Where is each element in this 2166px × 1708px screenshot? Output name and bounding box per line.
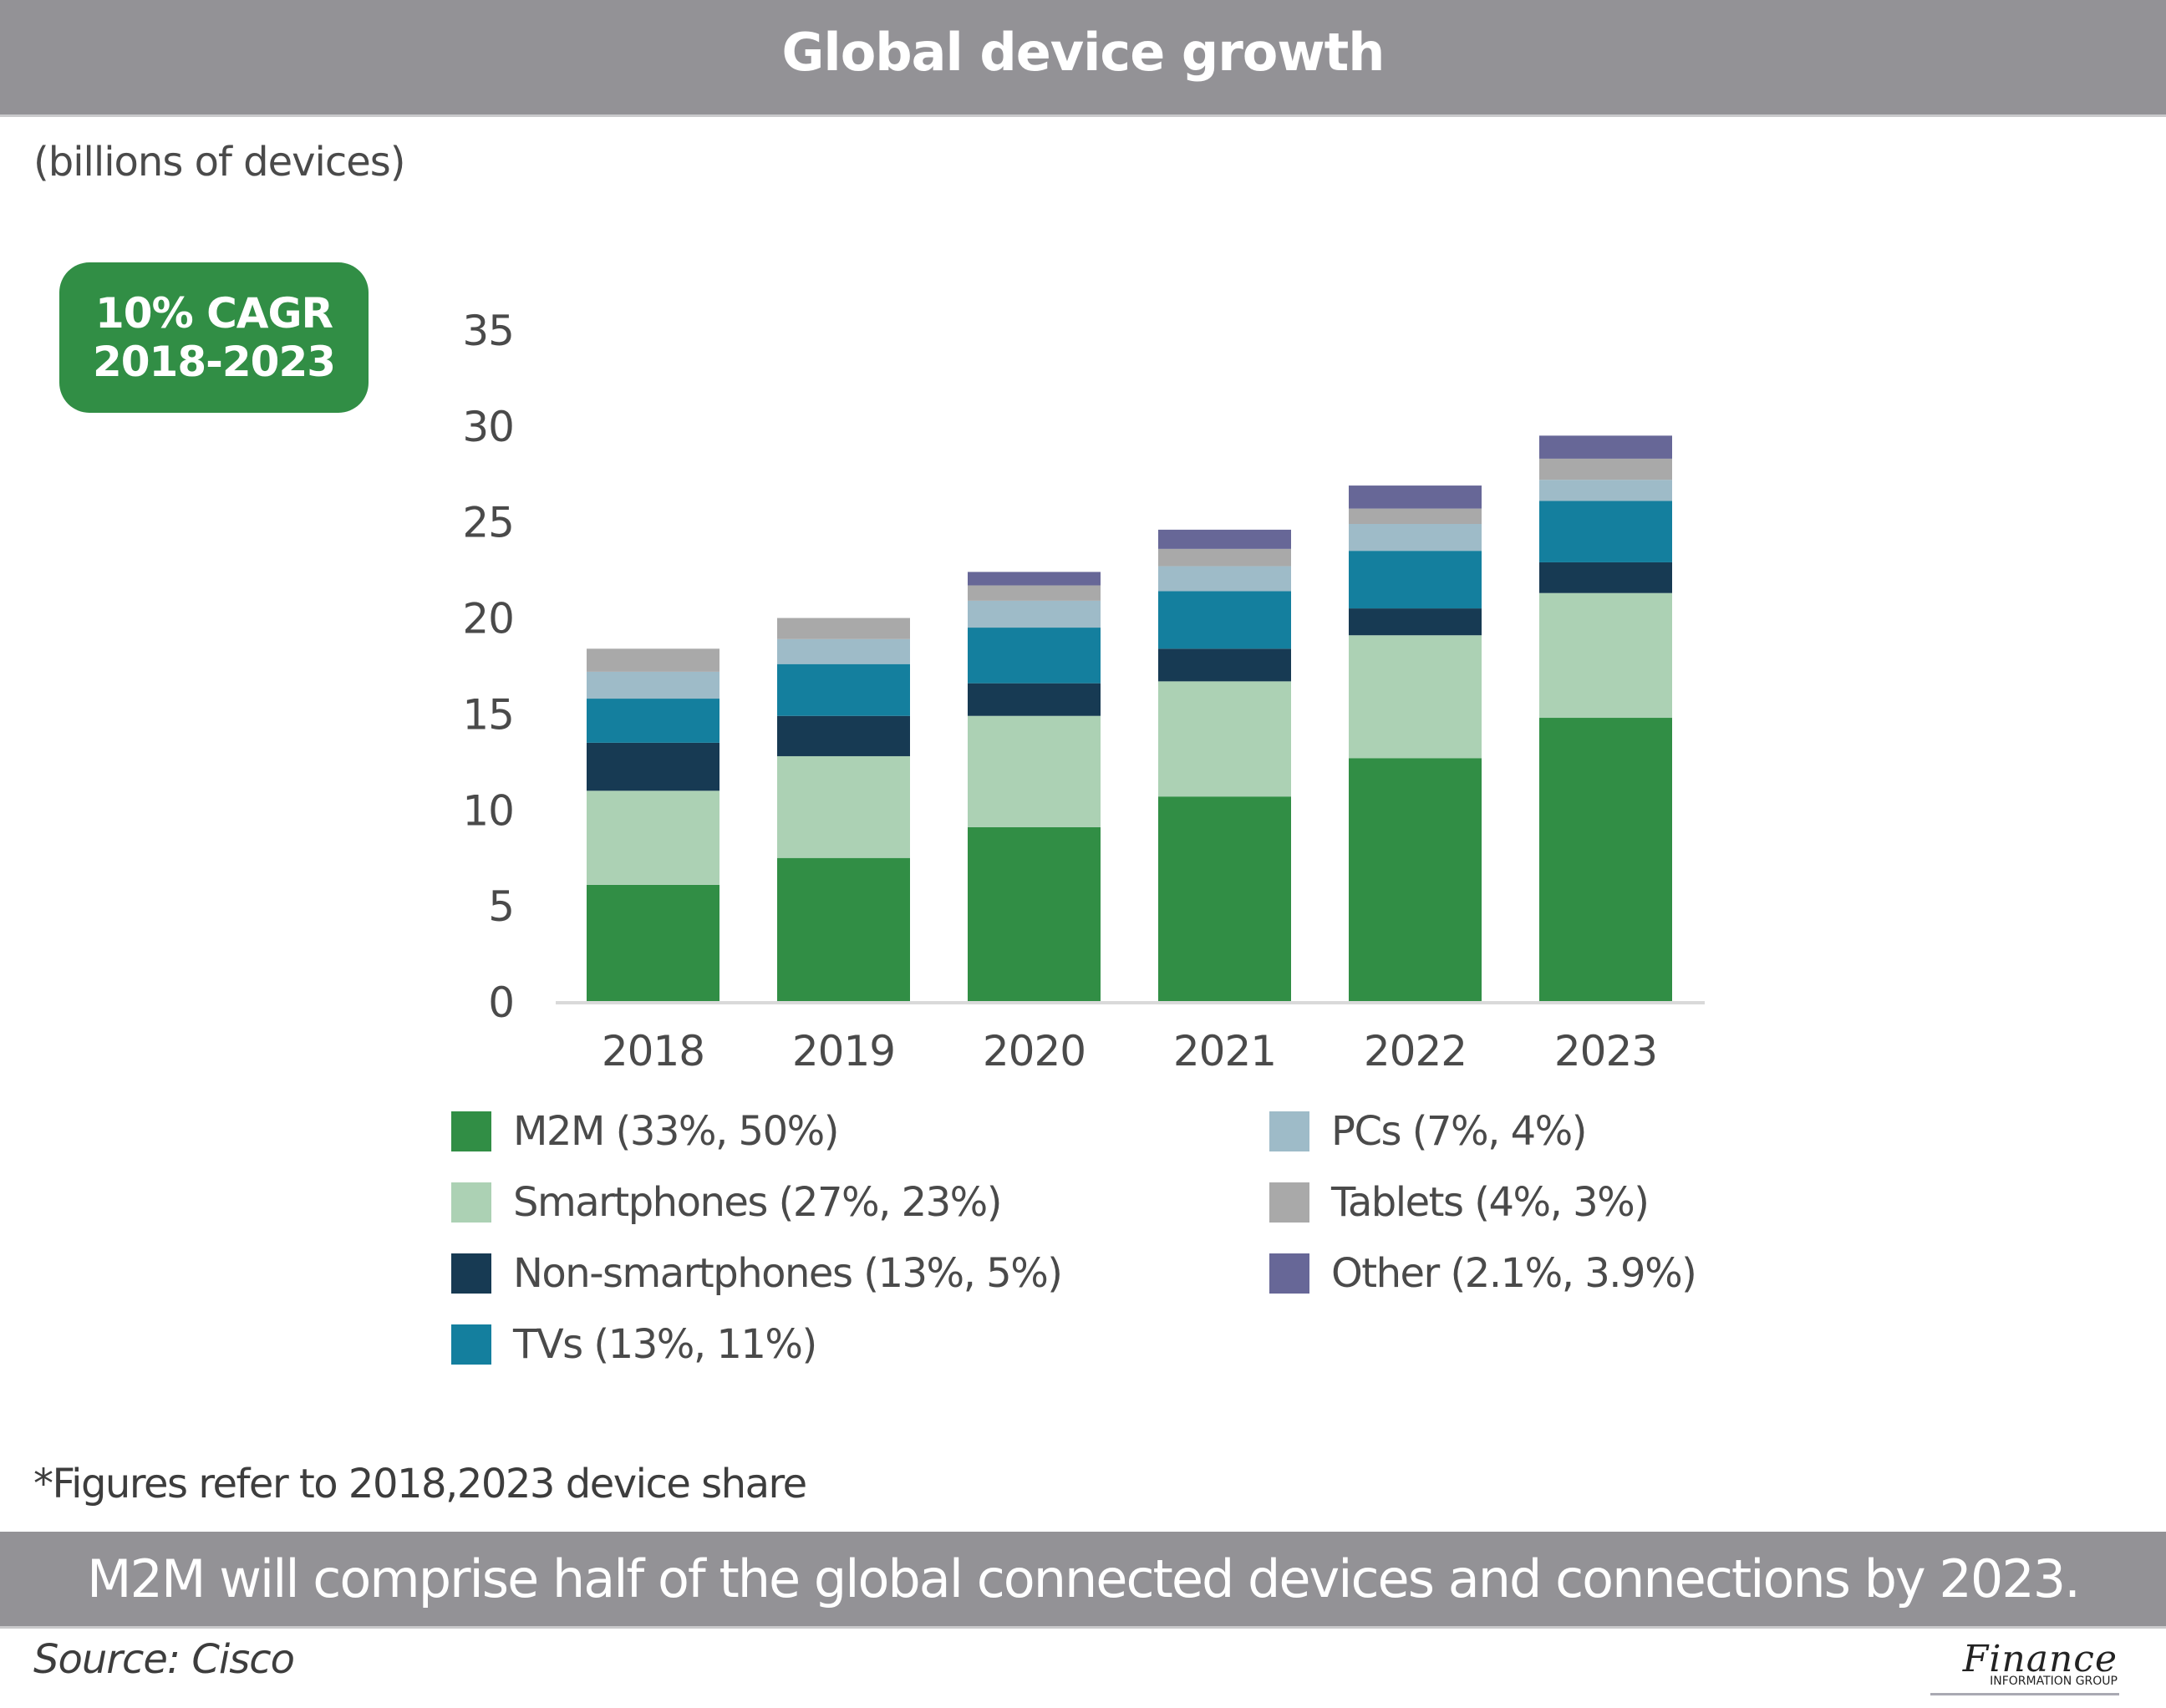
logo-underline [1930, 1693, 2119, 1695]
bar-segment-other-2021 [1158, 529, 1291, 549]
units-label: (billions of devices) [33, 139, 406, 186]
y-tick-label: 15 [462, 690, 514, 739]
bar-segment-tvs-2019 [777, 663, 910, 716]
x-axis-ticks: 2018 2019 2020 2021 2022 2023 [602, 1027, 1658, 1075]
x-tick-label: 2020 [983, 1027, 1086, 1075]
legend-label: Tablets (4%, 3%) [1331, 1179, 1650, 1226]
bar-segment-m2m-2018 [587, 884, 719, 1002]
bar-segment-tablets-2019 [777, 618, 910, 639]
bar-segment-tablets-2018 [587, 648, 719, 672]
bar-segment-m2m-2022 [1349, 758, 1482, 1002]
bar-stack-2023 [1539, 435, 1672, 1002]
bar-segment-pcs-2022 [1349, 524, 1482, 552]
y-tick-label: 35 [462, 307, 514, 355]
legend-item-m2m: M2M (33%, 50%) [451, 1106, 839, 1156]
bar-segment-smartphones-2018 [587, 790, 719, 885]
stacked-bar-chart: 0 5 10 15 20 25 30 35 2018 2019 2020 2021 2022 2023 [462, 307, 1705, 1075]
bar-segment-non-smartphones-2022 [1349, 608, 1482, 636]
chart-title: Global device growth [781, 22, 1386, 83]
legend-item-smartphones: Smartphones (27%, 23%) [451, 1177, 1003, 1228]
bar-segment-non-smartphones-2020 [968, 683, 1101, 716]
bar-segment-non-smartphones-2019 [777, 715, 910, 756]
bar-segment-other-2022 [1349, 485, 1482, 509]
legend-label: Non-smartphones (13%, 5%) [513, 1250, 1063, 1297]
y-axis-ticks: 0 5 10 15 20 25 30 35 [462, 307, 515, 1027]
bar-segment-smartphones-2020 [968, 715, 1101, 827]
y-tick-label: 30 [462, 403, 514, 451]
bar-stack-2022 [1349, 485, 1482, 1002]
bar-segment-pcs-2018 [587, 671, 719, 699]
y-tick-label: 10 [462, 786, 514, 835]
bar-segment-non-smartphones-2023 [1539, 562, 1672, 593]
cagr-badge: 10% CAGR 2018-2023 [59, 262, 369, 413]
legend-item-tablets: Tablets (4%, 3%) [1269, 1177, 1650, 1228]
x-tick-label: 2018 [602, 1027, 704, 1075]
y-tick-label: 0 [488, 979, 514, 1027]
bar-segment-tablets-2020 [968, 585, 1101, 601]
bar-stack-2021 [1158, 529, 1291, 1002]
finance-logo: Finance INFORMATION GROUP [1930, 1638, 2123, 1695]
y-tick-label: 5 [488, 882, 514, 931]
bar-segment-pcs-2021 [1158, 566, 1291, 592]
y-tick-label: 25 [462, 499, 514, 547]
bar-segment-m2m-2023 [1539, 718, 1672, 1002]
bar-segment-other-2023 [1539, 435, 1672, 459]
cagr-badge-line2: 2018-2023 [92, 338, 336, 386]
bar-segment-tvs-2021 [1158, 591, 1291, 649]
legend-item-pcs: PCs (7%, 4%) [1269, 1106, 1588, 1156]
footnote: *Figures refer to 2018,2023 device share [33, 1461, 807, 1507]
bar-segment-tvs-2020 [968, 628, 1101, 684]
legend-label: PCs (7%, 4%) [1331, 1108, 1588, 1155]
x-tick-label: 2022 [1364, 1027, 1467, 1075]
legend-swatch [1269, 1111, 1309, 1151]
bar-segment-tvs-2022 [1349, 551, 1482, 609]
bar-segment-smartphones-2023 [1539, 592, 1672, 719]
bar-segment-other-2020 [968, 572, 1101, 586]
bar-segment-smartphones-2021 [1158, 681, 1291, 797]
logo-subtitle: INFORMATION GROUP [1990, 1675, 2118, 1688]
bar-segment-non-smartphones-2021 [1158, 648, 1291, 682]
footer-headline: M2M will comprise half of the global con… [87, 1548, 2081, 1609]
header-bar: Global device growth [0, 0, 2166, 117]
bar-segment-tablets-2023 [1539, 458, 1672, 480]
bar-stack-2020 [968, 572, 1101, 1002]
x-tick-label: 2021 [1173, 1027, 1276, 1075]
source-label: Source: Cisco [33, 1636, 295, 1683]
bar-segment-m2m-2019 [777, 857, 910, 1002]
y-tick-label: 20 [462, 595, 514, 643]
bar-segment-non-smartphones-2018 [587, 742, 719, 791]
bar-segment-m2m-2020 [968, 826, 1101, 1002]
legend-label: TVs (13%, 11%) [513, 1321, 817, 1368]
bar-stack-2019 [777, 618, 910, 1002]
legend-item-other: Other (2.1%, 3.9%) [1269, 1248, 1697, 1299]
bar-segment-tablets-2022 [1349, 508, 1482, 525]
bars [587, 435, 1672, 1002]
legend-swatch [1269, 1182, 1309, 1223]
legend-swatch [451, 1182, 491, 1223]
x-tick-label: 2023 [1554, 1027, 1657, 1075]
bar-segment-smartphones-2019 [777, 755, 910, 858]
legend-swatch [451, 1324, 491, 1365]
bar-segment-tablets-2021 [1158, 548, 1291, 567]
bar-stack-2018 [587, 648, 719, 1002]
logo-wordmark: Finance [1962, 1638, 2118, 1680]
bar-segment-tvs-2023 [1539, 501, 1672, 562]
legend-label: Smartphones (27%, 23%) [513, 1179, 1003, 1226]
legend-label: M2M (33%, 50%) [513, 1108, 839, 1155]
bar-segment-tvs-2018 [587, 699, 719, 743]
legend-label: Other (2.1%, 3.9%) [1331, 1250, 1697, 1297]
cagr-badge-line1: 10% CAGR [94, 289, 333, 338]
bar-segment-pcs-2019 [777, 638, 910, 664]
legend-swatch [451, 1111, 491, 1151]
legend-swatch [1269, 1253, 1309, 1294]
legend-swatch [451, 1253, 491, 1294]
bar-segment-m2m-2021 [1158, 796, 1291, 1002]
legend-item-tvs: TVs (13%, 11%) [451, 1319, 817, 1370]
bar-segment-smartphones-2022 [1349, 635, 1482, 759]
footer-bar: M2M will comprise half of the global con… [0, 1532, 2166, 1629]
bar-segment-pcs-2023 [1539, 480, 1672, 501]
legend-item-non-smartphones: Non-smartphones (13%, 5%) [451, 1248, 1063, 1299]
x-tick-label: 2019 [792, 1027, 895, 1075]
bar-segment-pcs-2020 [968, 600, 1101, 628]
